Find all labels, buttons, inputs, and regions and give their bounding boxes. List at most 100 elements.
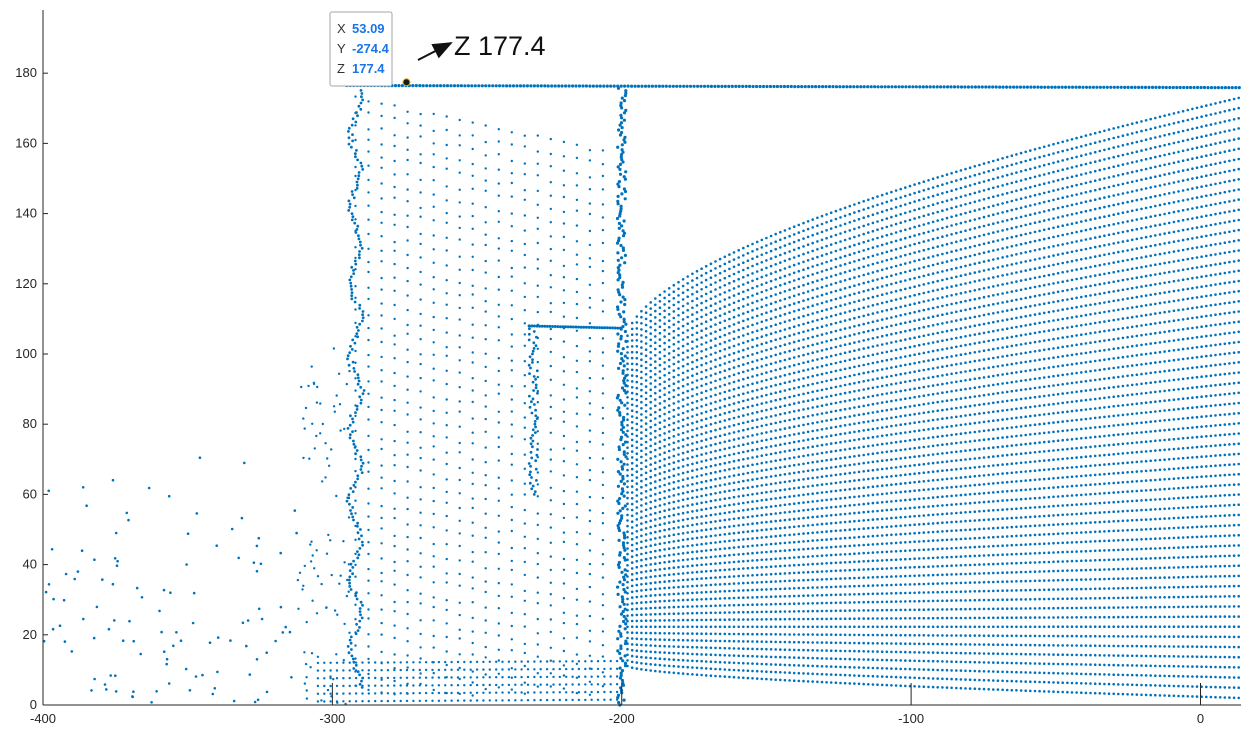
- data-point: [1098, 520, 1102, 524]
- data-point: [848, 568, 852, 572]
- data-point: [751, 662, 754, 665]
- data-point: [1121, 461, 1125, 465]
- data-point: [630, 456, 634, 459]
- data-point: [987, 652, 990, 655]
- data-point: [950, 512, 953, 515]
- data-point: [1205, 665, 1208, 669]
- data-point: [857, 641, 861, 645]
- data-point: [1107, 415, 1111, 418]
- data-point: [1181, 516, 1185, 519]
- data-point: [654, 625, 657, 629]
- data-point: [728, 661, 731, 664]
- data-point: [1177, 486, 1180, 490]
- data-point: [1130, 683, 1134, 687]
- data-point: [1232, 351, 1236, 355]
- data-point: [695, 666, 699, 670]
- data-point: [1223, 605, 1227, 608]
- data-point: [987, 625, 990, 629]
- data-point: [704, 618, 708, 622]
- data-point: [982, 670, 986, 673]
- data-point: [1209, 504, 1213, 508]
- data-point: [1177, 506, 1180, 510]
- data-point: [1214, 625, 1217, 628]
- data-point: [1070, 466, 1074, 469]
- data-point: [834, 609, 838, 613]
- data-point: [658, 542, 662, 546]
- data-point: [1126, 635, 1129, 638]
- data-point: [1167, 684, 1171, 688]
- data-point: [700, 487, 703, 491]
- data-point: [825, 387, 828, 391]
- data-point: [829, 426, 833, 430]
- data-point: [816, 633, 819, 636]
- data-point: [867, 428, 870, 432]
- data-point: [853, 593, 856, 596]
- data-point: [890, 424, 893, 428]
- data-point: [1195, 415, 1199, 419]
- data-point: [1093, 644, 1097, 647]
- data-point: [816, 413, 819, 416]
- data-point: [931, 634, 935, 637]
- data-point: [982, 474, 986, 477]
- data-point: [1149, 342, 1152, 345]
- data-point: [709, 555, 713, 559]
- data-point: [1015, 525, 1018, 529]
- data-point: [737, 589, 740, 592]
- data-point: [663, 490, 666, 493]
- data-point: [876, 658, 879, 662]
- data-point: [765, 528, 768, 531]
- data-point: [1029, 359, 1032, 363]
- data-point: [774, 482, 777, 485]
- data-point: [1107, 501, 1111, 504]
- data-point: [857, 478, 861, 482]
- data-point: [1167, 418, 1171, 422]
- data-point: [1015, 407, 1018, 411]
- data-point: [1232, 442, 1236, 446]
- data-point: [1010, 417, 1014, 420]
- data-point: [1223, 352, 1227, 356]
- data-point: [681, 505, 685, 508]
- data-point: [862, 420, 865, 424]
- data-point: [1237, 655, 1240, 659]
- data-point: [862, 519, 865, 522]
- data-point: [894, 440, 898, 444]
- data-point: [1103, 539, 1106, 543]
- data-point: [955, 686, 958, 690]
- data-point: [1223, 564, 1227, 568]
- data-point: [742, 472, 745, 476]
- data-point: [1066, 466, 1069, 470]
- data-point: [899, 617, 902, 620]
- data-point: [1098, 378, 1102, 381]
- data-point: [1033, 634, 1037, 638]
- data-point: [1177, 526, 1180, 530]
- data-point: [686, 423, 689, 427]
- data-point: [1112, 625, 1115, 628]
- data-point: [769, 505, 773, 508]
- data-point: [630, 502, 634, 506]
- data-point: [820, 404, 824, 408]
- data-point: [1126, 567, 1129, 571]
- data-point: [945, 460, 949, 463]
- data-point: [1209, 364, 1213, 367]
- data-point: [1237, 422, 1240, 425]
- data-point: [1130, 344, 1134, 348]
- data-point: [635, 476, 639, 479]
- data-point: [1005, 643, 1009, 647]
- data-point: [917, 454, 921, 458]
- data-point: [797, 517, 801, 520]
- data-point: [1232, 432, 1236, 436]
- data-point: [1117, 606, 1120, 609]
- data-point: [973, 643, 977, 646]
- data-point: [1214, 544, 1217, 548]
- data-point: [996, 625, 1000, 629]
- data-point: [709, 639, 713, 643]
- data-point: [742, 603, 745, 607]
- data-point: [894, 684, 898, 687]
- data-point: [955, 590, 958, 594]
- data-point: [1140, 489, 1143, 493]
- data-point: [890, 575, 893, 578]
- data-point: [894, 550, 898, 553]
- data-point: [978, 554, 981, 557]
- data-point: [718, 448, 722, 452]
- data-point: [890, 625, 893, 629]
